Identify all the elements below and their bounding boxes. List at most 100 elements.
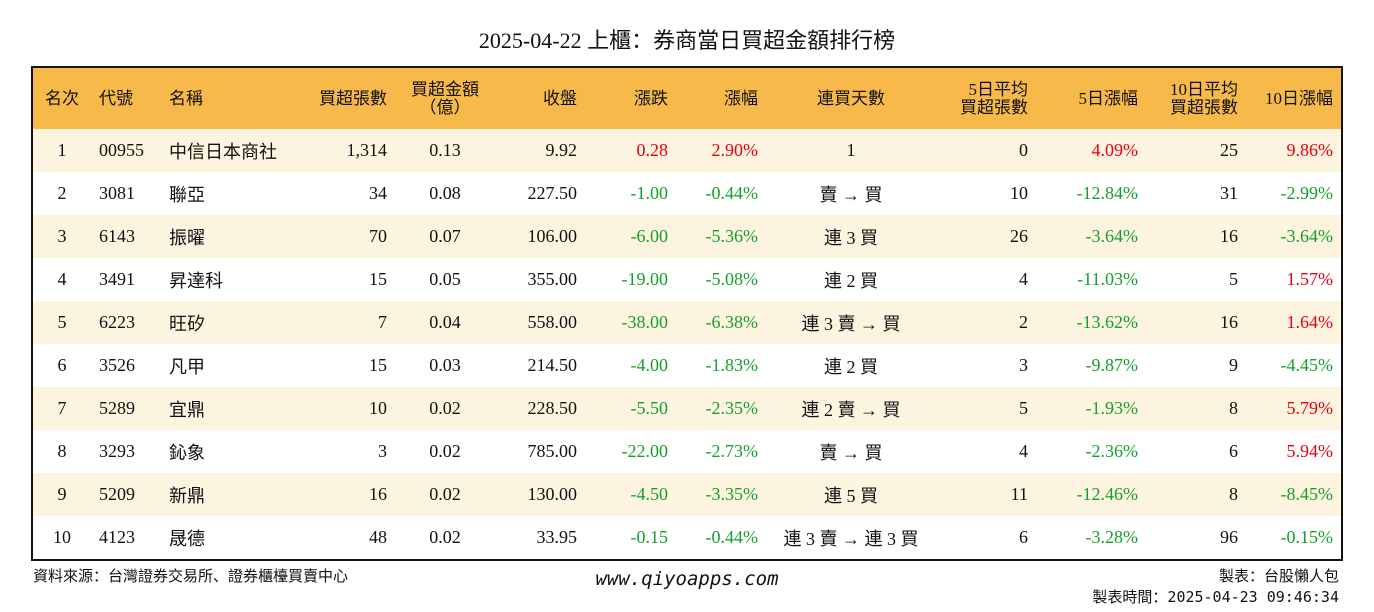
- table-row: 1 00955 中信日本商社 1,314 0.13 9.92 0.28 2.90% 1 0 4.09…: [33, 129, 1341, 172]
- cell-pct10: 1.57%: [1286, 269, 1334, 289]
- cell-pct5: -9.87%: [1085, 355, 1139, 375]
- cell-rank: 2: [57, 183, 67, 203]
- header-avg5-line2: 買超張數: [960, 97, 1028, 117]
- cell-net-buy-lots: 15: [369, 355, 387, 375]
- cell-name: 鈊象: [169, 442, 205, 463]
- cell-avg5: 5: [1019, 398, 1028, 418]
- cell-code: 3293: [99, 441, 135, 461]
- maker-label: 製表：台股懶人包: [1218, 567, 1339, 585]
- cell-avg10: 9: [1229, 355, 1238, 375]
- table-row: 2 3081 聯亞 34 0.08 227.50 -1.00 -0.44% 賣 → 買 10 -12…: [33, 172, 1341, 215]
- cell-consecutive-days: 賣 → 買: [819, 184, 883, 205]
- cell-avg10: 31: [1220, 183, 1238, 203]
- cell-pct10: 1.64%: [1286, 312, 1334, 332]
- cell-change: -4.00: [630, 355, 669, 375]
- cell-pct10: -8.45%: [1280, 484, 1334, 504]
- cell-rank: 5: [57, 312, 67, 332]
- cell-pct10: -3.64%: [1280, 226, 1334, 246]
- header-rank: 名次: [45, 88, 79, 108]
- header-avg10-line2: 買超張數: [1170, 97, 1238, 117]
- cell-change-pct: -3.35%: [705, 484, 759, 504]
- cell-pct5: 4.09%: [1091, 140, 1139, 160]
- cell-net-buy-lots: 7: [378, 312, 387, 332]
- cell-net-buy-lots: 3: [378, 441, 387, 461]
- cell-change-pct: -0.44%: [705, 183, 759, 203]
- header-change: 漲跌: [634, 88, 668, 108]
- table-row: 6 3526 凡甲 15 0.03 214.50 -4.00 -1.83% 連 2 買 3 -9.8…: [33, 344, 1341, 387]
- cell-code: 3491: [99, 269, 135, 289]
- cell-rank: 7: [57, 398, 67, 418]
- cell-close: 558.00: [527, 312, 578, 332]
- cell-name: 晟德: [169, 528, 205, 549]
- cell-avg10: 16: [1220, 312, 1238, 332]
- table-body: 1 00955 中信日本商社 1,314 0.13 9.92 0.28 2.90% 1 0 4.09…: [33, 129, 1341, 559]
- cell-net-buy-amount: 0.02: [429, 441, 461, 461]
- cell-code: 5209: [99, 484, 135, 504]
- cell-net-buy-amount: 0.02: [429, 484, 461, 504]
- header-avg10: 10日平均 買超張數: [1146, 68, 1246, 129]
- header-name: 名稱: [169, 88, 203, 108]
- cell-consecutive-days: 連 5 買: [824, 485, 878, 506]
- cell-net-buy-lots: 16: [369, 484, 387, 504]
- cell-avg10: 25: [1220, 140, 1238, 160]
- cell-pct5: -2.36%: [1085, 441, 1139, 461]
- cell-net-buy-amount: 0.08: [429, 183, 461, 203]
- page-title: 2025-04-22 上櫃：券商當日買超金額排行榜: [478, 28, 896, 53]
- cell-net-buy-amount: 0.05: [429, 269, 461, 289]
- cell-pct10: -0.15%: [1280, 527, 1334, 547]
- cell-code: 00955: [99, 140, 144, 160]
- cell-close: 106.00: [527, 226, 578, 246]
- cell-consecutive-days: 連 3 買: [824, 227, 878, 248]
- cell-code: 3081: [99, 183, 135, 203]
- cell-consecutive-days: 連 2 買: [824, 356, 878, 377]
- table-row: 3 6143 振曜 70 0.07 106.00 -6.00 -5.36% 連 3 買 26 -3.…: [33, 215, 1341, 258]
- cell-change-pct: -5.36%: [705, 226, 759, 246]
- cell-name: 中信日本商社: [169, 141, 277, 162]
- data-source: 資料來源：台灣證券交易所、證券櫃檯買賣中心: [33, 567, 349, 585]
- cell-change-pct: 2.90%: [711, 140, 759, 160]
- cell-net-buy-lots: 70: [369, 226, 387, 246]
- header-pct10: 10日漲幅: [1265, 88, 1333, 108]
- cell-change: -0.15: [630, 527, 669, 547]
- cell-pct5: -12.84%: [1076, 183, 1139, 203]
- table-row: 8 3293 鈊象 3 0.02 785.00 -22.00 -2.73% 賣 → 買 4 -2.3…: [33, 430, 1341, 473]
- cell-code: 3526: [99, 355, 135, 375]
- cell-rank: 3: [57, 226, 67, 246]
- table-row: 7 5289 宜鼎 10 0.02 228.50 -5.50 -2.35% 連 2 賣 → 買 5…: [33, 387, 1341, 430]
- table-row: 9 5209 新鼎 16 0.02 130.00 -4.50 -3.35% 連 5 買 11 -12…: [33, 473, 1341, 516]
- cell-avg10: 5: [1229, 269, 1238, 289]
- cell-net-buy-amount: 0.03: [429, 355, 461, 375]
- cell-code: 5289: [99, 398, 135, 418]
- table-row: 4 3491 昇達科 15 0.05 355.00 -19.00 -5.08% 連 2 買 4 -1…: [33, 258, 1341, 301]
- cell-pct5: -13.62%: [1076, 312, 1139, 332]
- ranking-table-container: 名次 代號 名稱 買超張數 買超金額 （億） 收盤 漲跌 漲幅 連買天數 5日平…: [31, 66, 1343, 561]
- cell-net-buy-lots: 15: [369, 269, 387, 289]
- cell-rank: 1: [57, 140, 67, 160]
- cell-code: 4123: [99, 527, 135, 547]
- cell-name: 旺矽: [169, 313, 205, 334]
- cell-change: -6.00: [630, 226, 669, 246]
- header-code: 代號: [99, 88, 133, 108]
- header-avg5: 5日平均 買超張數: [936, 68, 1036, 129]
- header-change-pct: 漲幅: [724, 88, 758, 108]
- cell-close: 228.50: [527, 398, 578, 418]
- cell-close: 785.00: [527, 441, 578, 461]
- cell-name: 聯亞: [169, 184, 205, 205]
- header-consecutive-days: 連買天數: [817, 88, 885, 108]
- header-net-buy-lots: 買超張數: [319, 88, 387, 108]
- cell-code: 6223: [99, 312, 135, 332]
- header-net-buy-amount: 買超金額 （億）: [395, 68, 495, 129]
- table-header-row: 名次 代號 名稱 買超張數 買超金額 （億） 收盤 漲跌 漲幅 連買天數 5日平…: [33, 68, 1341, 129]
- cell-name: 宜鼎: [169, 399, 205, 420]
- cell-avg10: 8: [1229, 398, 1238, 418]
- cell-name: 凡甲: [169, 356, 205, 377]
- cell-avg5: 26: [1010, 226, 1028, 246]
- cell-avg5: 10: [1010, 183, 1028, 203]
- cell-pct10: 5.94%: [1286, 441, 1334, 461]
- cell-pct5: -12.46%: [1076, 484, 1139, 504]
- cell-pct10: -4.45%: [1280, 355, 1334, 375]
- cell-avg5: 11: [1010, 484, 1028, 504]
- cell-rank: 10: [53, 527, 71, 547]
- header-pct5: 5日漲幅: [1078, 88, 1139, 108]
- cell-change-pct: -5.08%: [705, 269, 759, 289]
